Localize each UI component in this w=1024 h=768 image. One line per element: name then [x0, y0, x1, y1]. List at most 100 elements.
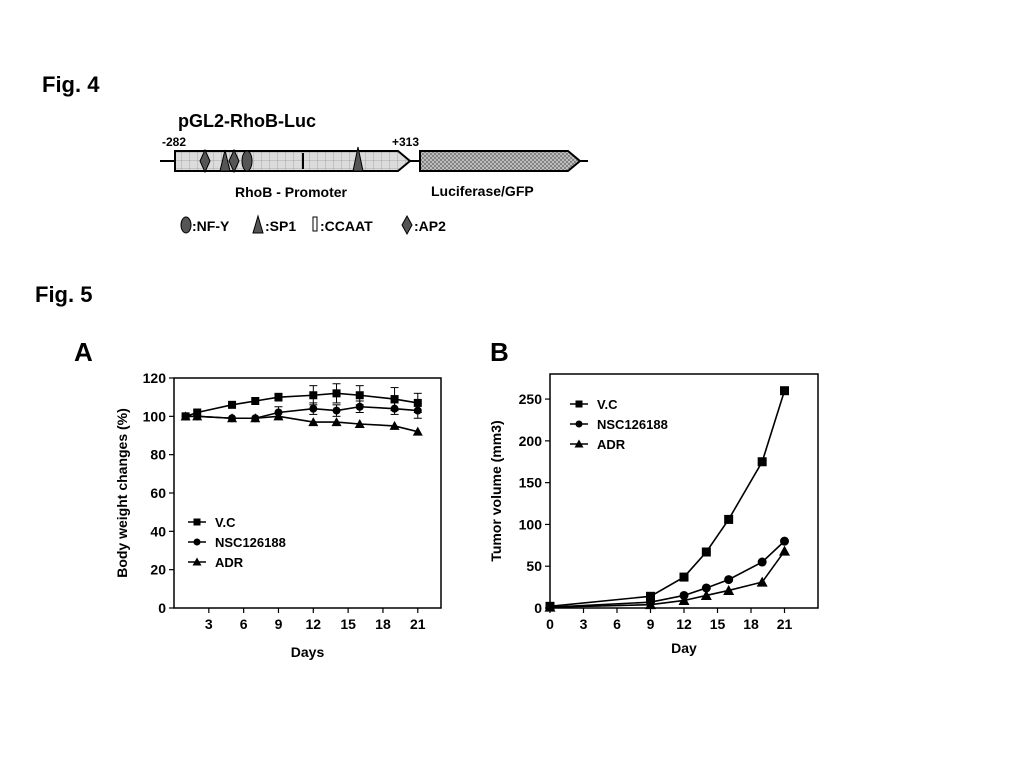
- data-point: [757, 457, 767, 467]
- series-nsc126188: [545, 536, 789, 612]
- ap2-site-mark: [199, 148, 211, 174]
- data-point: [355, 391, 364, 400]
- series-line: [185, 415, 418, 433]
- data-point: [780, 536, 789, 546]
- data-point: [390, 404, 399, 413]
- legend-marker: [193, 518, 201, 526]
- data-point: [701, 583, 711, 593]
- legend-marker: [574, 439, 584, 448]
- y-tick-label: 100: [519, 516, 543, 532]
- series-adr: [544, 545, 790, 612]
- y-tick-label: 0: [158, 600, 166, 616]
- legend-marker: [192, 557, 202, 566]
- y-tick-label: 200: [519, 433, 543, 449]
- tumor-volume-chart: 0 50 100 150 200 250 0 3 6 9 12 15 18 21 Day Tumor volu…: [488, 373, 819, 656]
- y-tick-label: 20: [150, 562, 166, 578]
- legend-marker: [193, 538, 201, 546]
- data-point: [251, 397, 260, 405]
- fig5-title: Fig. 5: [35, 282, 93, 307]
- data-point: [724, 575, 734, 585]
- series-nsc126188: [181, 400, 422, 423]
- data-point: [412, 426, 423, 436]
- ap2-site-mark: [228, 148, 240, 174]
- x-tick-label: 9: [647, 616, 655, 632]
- sp1-legend-icon: [252, 214, 264, 234]
- x-tick-label: 0: [546, 616, 554, 632]
- x-tick-label: 15: [710, 616, 726, 632]
- x-axis-label: Days: [291, 644, 325, 660]
- x-tick-label: 15: [340, 616, 356, 632]
- sp1-legend-label: :SP1: [265, 218, 296, 234]
- y-tick-label: 0: [534, 600, 542, 616]
- data-point: [332, 406, 341, 415]
- data-point: [779, 545, 790, 556]
- data-point: [227, 413, 238, 423]
- y-axis-label: Tumor volume (mm3): [488, 420, 504, 561]
- x-tick-label: 3: [580, 616, 588, 632]
- data-point: [723, 584, 735, 595]
- fig4-title: Fig. 4: [42, 72, 100, 97]
- fig4-construct-diagram: pGL2-RhoB-Luc -282 +313 RhoB - Promoter …: [160, 111, 588, 236]
- x-tick-label: 21: [777, 616, 793, 632]
- series-line: [549, 540, 786, 608]
- x-tick-label: 18: [375, 616, 391, 632]
- legend-label: V.C: [215, 515, 236, 530]
- nfy-site-mark: [241, 150, 253, 172]
- data-point: [678, 594, 690, 605]
- x-tick-label: 12: [306, 616, 322, 632]
- data-point: [309, 404, 318, 413]
- legend-label: NSC126188: [597, 417, 668, 432]
- construct-name: pGL2-RhoB-Luc: [178, 111, 316, 131]
- ap2-legend-label: :AP2: [414, 218, 446, 234]
- series-line: [185, 392, 418, 418]
- panel-b-letter: B: [490, 337, 509, 367]
- data-point: [192, 411, 203, 421]
- data-point: [646, 591, 655, 601]
- legend-label: NSC126188: [215, 535, 286, 550]
- data-point: [544, 601, 556, 612]
- data-point: [390, 395, 399, 404]
- data-point: [228, 400, 237, 409]
- series-v-c: [545, 386, 789, 611]
- data-point: [780, 386, 789, 396]
- nfy-legend-icon: [180, 216, 192, 234]
- legend-label: V.C: [597, 397, 618, 412]
- reporter-box: [419, 150, 582, 172]
- data-point: [250, 413, 261, 423]
- legend-marker: [575, 420, 583, 428]
- start-position-label: -282: [162, 135, 186, 149]
- y-tick-label: 120: [143, 370, 167, 386]
- series-v-c: [181, 383, 422, 421]
- y-tick-label: 50: [526, 558, 542, 574]
- ccaat-legend-icon: [312, 216, 318, 232]
- ap2-legend-icon: [401, 214, 413, 236]
- x-tick-label: 18: [743, 616, 759, 632]
- data-point: [180, 411, 191, 421]
- data-point: [701, 547, 711, 557]
- data-point: [273, 411, 284, 421]
- x-tick-label: 21: [410, 616, 426, 632]
- x-tick-label: 6: [613, 616, 621, 632]
- data-point: [308, 417, 319, 427]
- data-point: [309, 391, 318, 400]
- data-point: [756, 576, 768, 587]
- legend-label: ADR: [215, 555, 244, 570]
- legend-marker: [575, 400, 583, 408]
- sp1-site-mark: [219, 149, 231, 172]
- data-point: [355, 402, 364, 411]
- y-tick-label: 100: [143, 408, 167, 424]
- y-tick-label: 60: [150, 485, 166, 501]
- promoter-label: RhoB - Promoter: [235, 184, 348, 200]
- reporter-label: Luciferase/GFP: [431, 183, 534, 199]
- panel-a-letter: A: [74, 337, 93, 367]
- x-tick-label: 6: [240, 616, 248, 632]
- end-position-label: +313: [392, 135, 419, 149]
- data-point: [274, 393, 283, 402]
- data-point: [354, 419, 365, 428]
- body-weight-chart: 0 20 40 60 80 100 120 3 6 9 12 15 18 21 Days Body weigh…: [114, 370, 442, 660]
- x-axis-label: Day: [671, 640, 697, 656]
- series-line: [185, 405, 418, 420]
- sp1-site-mark: [352, 146, 364, 172]
- series-adr: [180, 411, 423, 436]
- y-axis-label: Body weight changes (%): [114, 408, 130, 578]
